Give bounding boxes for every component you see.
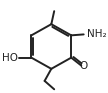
Text: NH₂: NH₂	[87, 29, 106, 39]
Text: O: O	[80, 61, 88, 71]
Text: HO: HO	[2, 53, 17, 63]
